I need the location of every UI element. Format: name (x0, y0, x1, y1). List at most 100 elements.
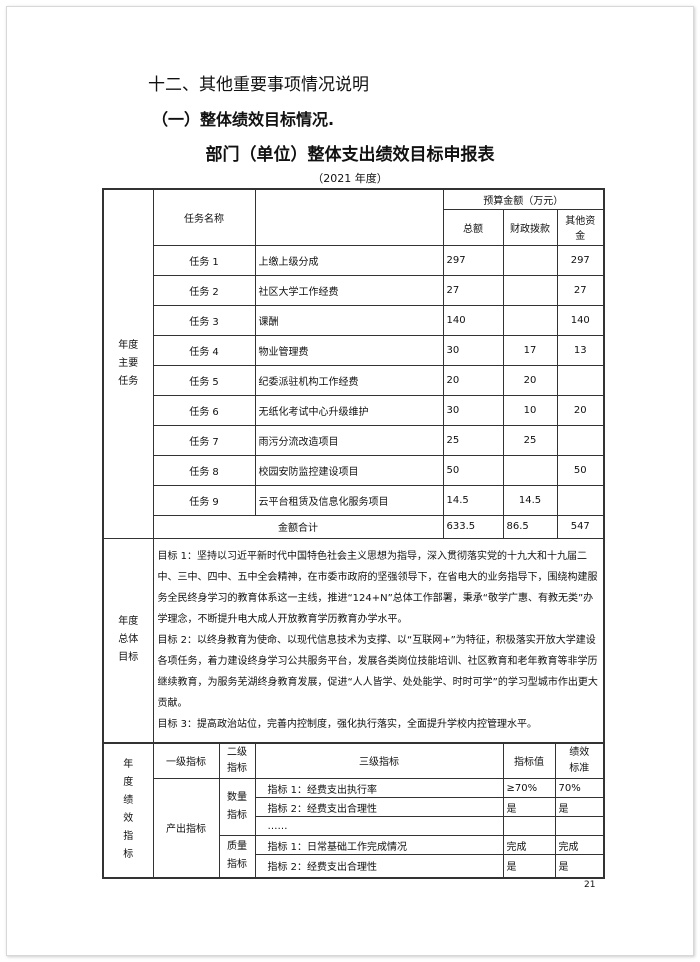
task-fiscal (502, 274, 558, 306)
indicator-standard: 是 (554, 854, 605, 878)
task-other: 297 (556, 244, 605, 276)
task-name: 雨污分流改造项目 (254, 424, 444, 456)
task-total: 20 (442, 364, 504, 396)
task-fiscal: 25 (502, 424, 558, 456)
page-number: 21 (584, 880, 596, 890)
task-number: 任务 9 (152, 484, 256, 516)
sum-other: 547 (556, 514, 605, 539)
task-row: 任务 9 云平台租赁及信息化服务项目 14.5 14.5 (103, 484, 605, 516)
budget-header: 预算金额（万元） (442, 188, 605, 210)
goals-row-label: 年度 总体 目标 (102, 537, 154, 744)
task-number: 任务 6 (152, 394, 256, 426)
indicator-row: 指标 2：经费支出合理性是是 (103, 854, 605, 878)
tasks-row-label: 年度 主要 任务 (102, 188, 154, 539)
task-row: 任务 1 上缴上级分成 297 297 (103, 244, 605, 276)
standard-header: 绩效 标准 (554, 742, 605, 779)
indicator-name: 指标 1：经费支出执行率 (254, 778, 504, 798)
task-row: 任务 5 纪委派驻机构工作经费 20 20 (103, 364, 605, 396)
indicator-row: 产出指标 数量 指标 指标 1：经费支出执行率 ≥70% 70% (103, 778, 605, 878)
value-header: 指标值 (502, 742, 556, 779)
sum-total: 633.5 (442, 514, 504, 539)
task-name: 物业管理费 (254, 334, 444, 366)
task-other: 20 (556, 394, 605, 426)
task-row: 任务 8 校园安防监控建设项目 50 50 (103, 454, 605, 486)
task-fiscal: 14.5 (502, 484, 558, 516)
task-name: 无纸化考试中心升级维护 (254, 394, 444, 426)
level2-header: 二级 指标 (218, 742, 256, 779)
task-fiscal (502, 454, 558, 486)
task-desc-header (254, 188, 444, 246)
task-number: 任务 4 (152, 334, 256, 366)
task-other (556, 424, 605, 456)
indicator-name: 指标 1：日常基础工作完成情况 (254, 835, 504, 855)
task-total: 27 (442, 274, 504, 306)
task-total: 50 (442, 454, 504, 486)
task-other: 50 (556, 454, 605, 486)
task-name: 课酬 (254, 304, 444, 336)
indicator-value: ≥70% (502, 778, 556, 798)
task-fiscal: 17 (502, 334, 558, 366)
indicator-name: …… (254, 816, 504, 836)
task-other: 27 (556, 274, 605, 306)
task-other: 140 (556, 304, 605, 336)
task-name: 校园安防监控建设项目 (254, 454, 444, 486)
indicator-name: 指标 2：经费支出合理性 (254, 797, 504, 817)
task-total: 297 (442, 244, 504, 276)
indicator-name: 指标 2：经费支出合理性 (254, 854, 504, 878)
indicators-table: 年 度 绩 效 指 标 一级指标 二级 指标 三级指标 指标值 绩效 标准 产出… (102, 742, 605, 879)
task-name: 社区大学工作经费 (254, 274, 444, 306)
task-total: 14.5 (442, 484, 504, 516)
task-name-header: 任务名称 (152, 188, 256, 246)
indicator-standard: 70% (554, 778, 605, 798)
level2-quantity: 数量 指标 (218, 778, 256, 836)
indicator-standard: 完成 (554, 835, 605, 855)
task-total: 30 (442, 334, 504, 366)
task-number: 任务 7 (152, 424, 256, 456)
task-total: 140 (442, 304, 504, 336)
total-header: 总额 (442, 208, 504, 246)
task-row: 任务 4 物业管理费 30 17 13 (103, 334, 605, 366)
task-other (556, 364, 605, 396)
goal-item: 目标 1：坚持以习近平新时代中国特色社会主义思想为指导，深入贯彻落实党的十九大和… (157, 550, 598, 625)
level1-output: 产出指标 (152, 778, 220, 878)
indicator-value (502, 816, 556, 836)
task-total: 25 (442, 424, 504, 456)
level1-header: 一级指标 (152, 742, 220, 779)
sum-label: 金额合计 (152, 514, 444, 539)
indicators-row-label: 年 度 绩 效 指 标 (102, 742, 154, 878)
task-fiscal (502, 244, 558, 276)
task-name: 纪委派驻机构工作经费 (254, 364, 444, 396)
task-number: 任务 1 (152, 244, 256, 276)
subsection-heading: （一）整体绩效目标情况. (152, 110, 335, 129)
task-fiscal (502, 304, 558, 336)
indicator-value: 是 (502, 854, 556, 878)
performance-table: 年度 主要 任务 任务名称 预算金额（万元） 总额 财政拨款 其他资金 任务 1… (102, 188, 605, 744)
indicator-value: 完成 (502, 835, 556, 855)
task-number: 任务 3 (152, 304, 256, 336)
table-year: （2021 年度） (312, 172, 388, 185)
goal-item: 目标 3：提高政治站位，完善内控制度，强化执行落实，全面提升学校内控管理水平。 (157, 718, 538, 730)
fiscal-header: 财政拨款 (502, 208, 558, 246)
task-name: 云平台租赁及信息化服务项目 (254, 484, 444, 516)
task-number: 任务 8 (152, 454, 256, 486)
task-number: 任务 5 (152, 364, 256, 396)
indicator-value: 是 (502, 797, 556, 817)
indicator-standard: 是 (554, 797, 605, 817)
task-other: 13 (556, 334, 605, 366)
sum-fiscal: 86.5 (502, 514, 558, 539)
task-row: 任务 3 课酬 140 140 (103, 304, 605, 336)
goals-text: 目标 1：坚持以习近平新时代中国特色社会主义思想为指导，深入贯彻落实党的十九大和… (152, 537, 605, 744)
section-heading: 十二、其他重要事项情况说明 (148, 75, 369, 95)
task-total: 30 (442, 394, 504, 426)
task-fiscal: 20 (502, 364, 558, 396)
task-row: 任务 2 社区大学工作经费 27 27 (103, 274, 605, 306)
level2-quality: 质量 指标 (218, 835, 256, 878)
task-fiscal: 10 (502, 394, 558, 426)
table-title: 部门（单位）整体支出绩效目标申报表 (205, 145, 495, 165)
other-header: 其他资金 (556, 208, 605, 246)
task-number: 任务 2 (152, 274, 256, 306)
task-row: 任务 6 无纸化考试中心升级维护 30 10 20 (103, 394, 605, 426)
indicator-row: …… (103, 816, 605, 836)
goal-item: 目标 2：以终身教育为使命、以现代信息技术为支撑、以“互联网+”为特征，积极落实… (157, 634, 598, 709)
